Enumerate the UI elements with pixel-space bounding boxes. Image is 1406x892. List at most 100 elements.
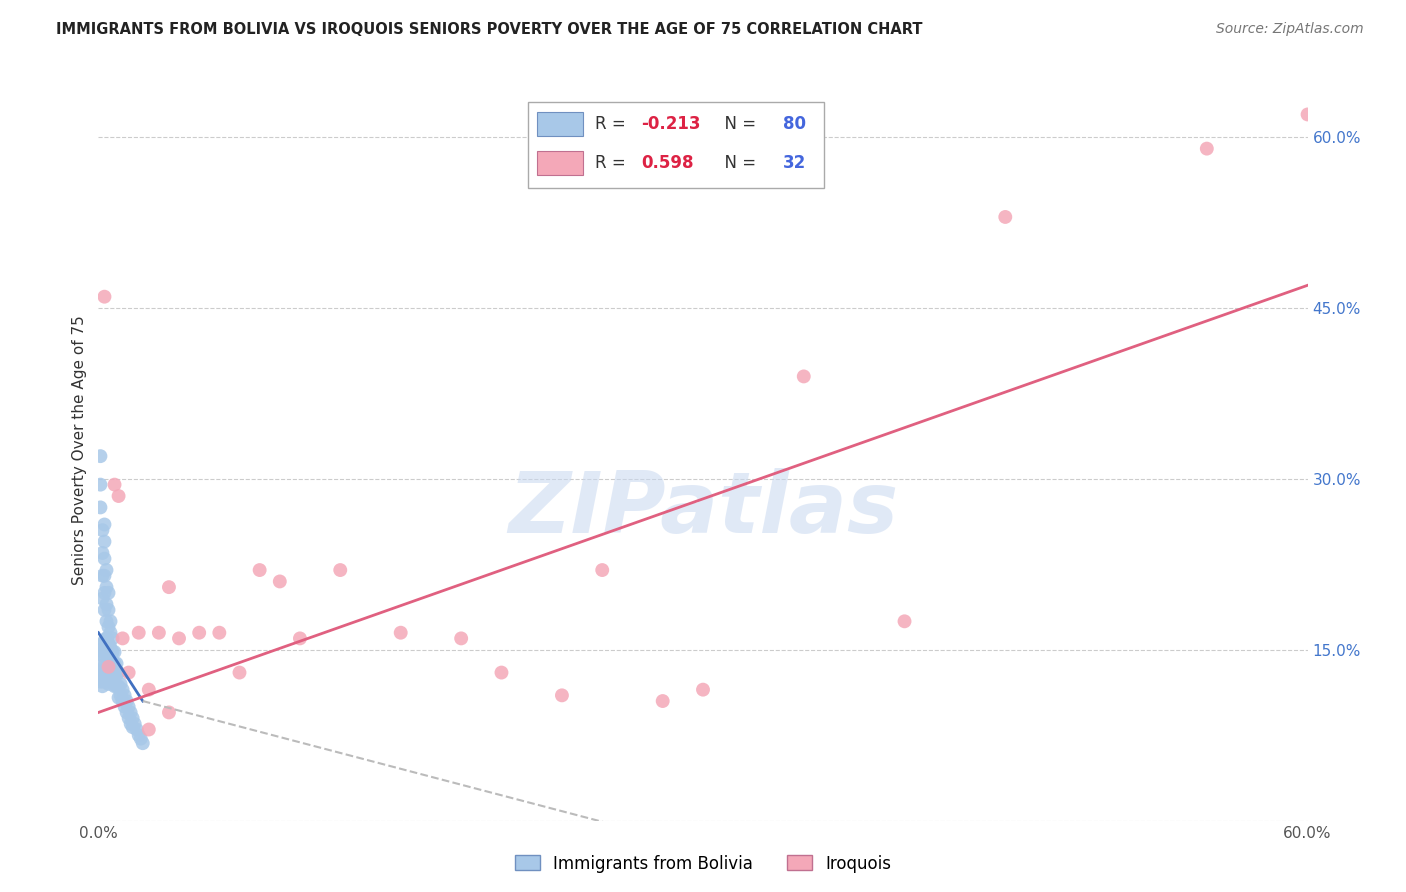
Point	[97, 586, 120, 600]
Point	[651, 694, 673, 708]
Point	[128, 728, 150, 742]
Point	[107, 665, 129, 680]
Point	[132, 736, 155, 750]
Point	[93, 674, 115, 689]
Point	[167, 632, 190, 646]
Point	[118, 665, 141, 680]
Point	[105, 657, 128, 671]
Point	[89, 654, 111, 668]
Point	[89, 500, 111, 515]
Point	[110, 689, 132, 703]
Point	[107, 679, 129, 693]
Point	[124, 716, 146, 731]
Point	[101, 645, 124, 659]
Point	[148, 625, 170, 640]
Point	[97, 660, 120, 674]
Point	[103, 668, 125, 682]
Point	[120, 716, 142, 731]
Point	[450, 632, 472, 646]
Point	[103, 477, 125, 491]
Point	[103, 679, 125, 693]
Point	[100, 625, 122, 640]
Point	[96, 642, 118, 657]
Point	[93, 665, 115, 680]
Point	[128, 625, 150, 640]
Point	[110, 677, 132, 691]
Point	[103, 645, 125, 659]
Point	[89, 449, 111, 463]
Point	[93, 633, 115, 648]
Point	[105, 668, 128, 682]
Point	[389, 625, 412, 640]
Point	[100, 640, 122, 655]
Point	[96, 563, 118, 577]
Point	[101, 668, 124, 682]
Point	[96, 632, 118, 646]
Point	[138, 682, 160, 697]
Point	[101, 657, 124, 671]
Point	[100, 660, 122, 674]
Point	[91, 663, 114, 677]
Point	[97, 603, 120, 617]
Point	[91, 670, 114, 684]
Point	[157, 580, 180, 594]
Point	[114, 699, 136, 714]
Point	[288, 632, 311, 646]
Point	[91, 637, 114, 651]
Point	[91, 568, 114, 582]
Point	[115, 694, 138, 708]
FancyBboxPatch shape	[527, 103, 824, 187]
Point	[89, 674, 111, 689]
Text: IMMIGRANTS FROM BOLIVIA VS IROQUOIS SENIORS POVERTY OVER THE AGE OF 75 CORRELATI: IMMIGRANTS FROM BOLIVIA VS IROQUOIS SENI…	[56, 22, 922, 37]
FancyBboxPatch shape	[537, 112, 583, 136]
Point	[93, 603, 115, 617]
Text: 80: 80	[783, 115, 806, 133]
Text: 32: 32	[783, 154, 806, 172]
Point	[138, 723, 160, 737]
Legend: Immigrants from Bolivia, Iroquois: Immigrants from Bolivia, Iroquois	[509, 848, 897, 880]
Point	[89, 477, 111, 491]
Point	[93, 568, 115, 582]
Point	[100, 642, 122, 657]
Point	[118, 711, 141, 725]
Point	[100, 615, 122, 629]
Point	[157, 706, 180, 720]
Point	[101, 632, 124, 646]
Point	[114, 689, 136, 703]
FancyBboxPatch shape	[537, 152, 583, 175]
Point	[115, 706, 138, 720]
Point	[793, 369, 815, 384]
Point	[208, 625, 231, 640]
Point	[97, 620, 120, 634]
Point	[994, 210, 1017, 224]
Point	[91, 648, 114, 663]
Point	[96, 632, 118, 646]
Point	[1296, 107, 1319, 121]
Point	[93, 551, 115, 566]
Y-axis label: Seniors Poverty Over the Age of 75: Seniors Poverty Over the Age of 75	[72, 316, 87, 585]
Point	[120, 706, 142, 720]
Point	[188, 625, 211, 640]
Point	[91, 546, 114, 560]
Point	[96, 615, 118, 629]
Point	[121, 720, 143, 734]
Text: ZIPatlas: ZIPatlas	[508, 468, 898, 551]
Point	[107, 489, 129, 503]
Point	[105, 679, 128, 693]
Text: N =: N =	[714, 115, 761, 133]
Point	[96, 670, 118, 684]
Text: 0.598: 0.598	[641, 154, 693, 172]
Point	[103, 657, 125, 671]
Point	[125, 723, 148, 737]
Point	[97, 637, 120, 651]
Text: R =: R =	[595, 154, 631, 172]
Point	[111, 682, 134, 697]
Point	[93, 517, 115, 532]
Point	[97, 654, 120, 668]
Point	[91, 679, 114, 693]
Point	[91, 523, 114, 537]
Point	[93, 658, 115, 673]
Point	[111, 632, 134, 646]
Point	[329, 563, 352, 577]
Point	[249, 563, 271, 577]
